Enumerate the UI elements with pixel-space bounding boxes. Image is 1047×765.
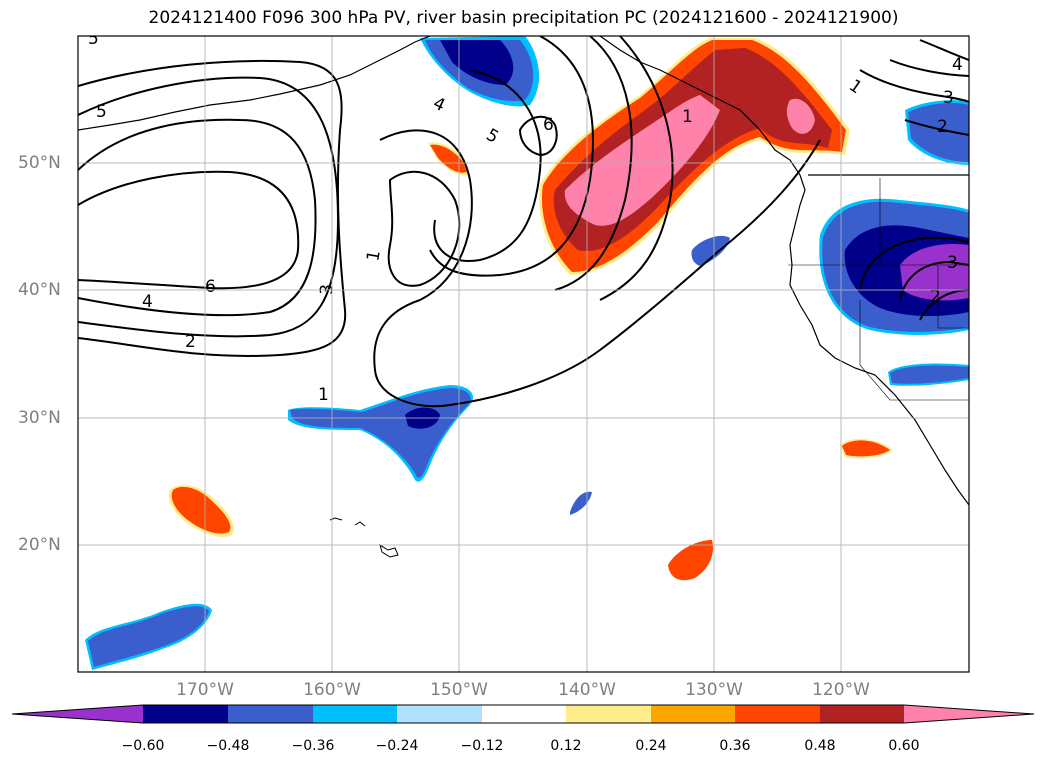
longitude-label: 120°W [812, 680, 870, 700]
latitude-label: 50°N [18, 153, 61, 173]
longitude-label: 170°W [176, 680, 234, 700]
gridlines [78, 36, 969, 672]
contour-label: 1 [363, 249, 385, 263]
map-title: 2024121400 F096 300 hPa PV, river basin … [148, 8, 899, 28]
colorbar-segment [735, 705, 820, 723]
contour-label: 4 [142, 292, 153, 312]
contour-label: 5 [88, 29, 99, 49]
colorbar-tick-label: 0.12 [550, 738, 582, 754]
colorbar-tick-label: −0.12 [460, 738, 504, 754]
coastlines [78, 36, 969, 558]
colorbar-tick-label: −0.48 [206, 738, 250, 754]
longitude-label: 140°W [558, 680, 616, 700]
colorbar-segment [313, 705, 397, 723]
colorbar-tick-label: 0.60 [888, 738, 920, 754]
colorbar-segment [566, 705, 651, 723]
contour-label: 3 [947, 253, 958, 273]
latitude-label: 40°N [18, 280, 61, 300]
colorbar-tick-label: −0.36 [291, 738, 335, 754]
contour-label: 1 [682, 107, 693, 127]
contour-label: 1 [318, 385, 329, 405]
contour-label: 6 [205, 277, 216, 297]
longitude-label: 160°W [303, 680, 361, 700]
colorbar-extend-max [904, 705, 1034, 723]
contour-label: 2 [930, 287, 941, 307]
colorbar-tick-label: −0.60 [121, 738, 165, 754]
negative-anomaly-shading [85, 36, 969, 670]
latitude-label: 30°N [18, 408, 61, 428]
colorbar-segment [651, 705, 735, 723]
map-panel: 5 5 4 5 6 1 3 6 4 2 1 1 3 2 2 3 4 1 [78, 29, 969, 672]
contour-label: 6 [543, 115, 554, 135]
colorbar-segment [397, 705, 482, 723]
latitude-label: 20°N [18, 535, 61, 555]
contour-label: 2 [185, 332, 196, 352]
colorbar-tick-label: 0.48 [804, 738, 836, 754]
colorbar-segment [820, 705, 904, 723]
contour-label: 3 [317, 284, 337, 296]
colorbar-tick-label: 0.24 [635, 738, 667, 754]
colorbar-segment [228, 705, 313, 723]
colorbar-segment [482, 705, 566, 723]
contour-label: 3 [943, 88, 954, 108]
colorbar-tick-label: −0.24 [375, 738, 419, 754]
contour-label: 4 [952, 55, 963, 75]
longitude-label: 150°W [430, 680, 488, 700]
colorbar-segment [143, 705, 228, 723]
colorbar-tick-label: 0.36 [719, 738, 751, 754]
longitude-label: 130°W [685, 680, 743, 700]
contour-label: 2 [937, 117, 948, 137]
map-frame [77, 35, 970, 673]
colorbar-extend-min [12, 705, 143, 723]
colorbar [11, 704, 1035, 724]
contour-label: 5 [96, 102, 107, 122]
